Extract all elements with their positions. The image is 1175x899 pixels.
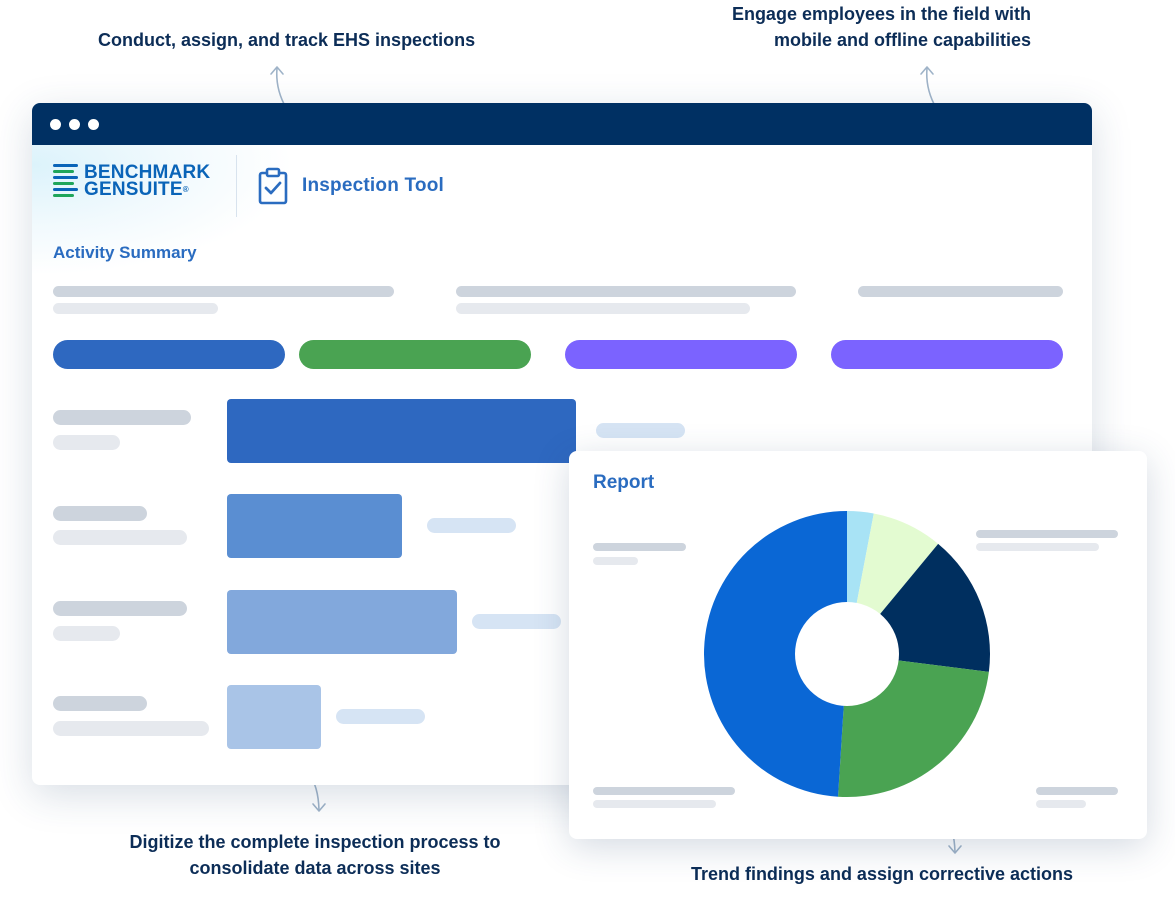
report-placeholder-right-title <box>976 530 1118 538</box>
row-3-sublabel <box>53 626 120 641</box>
activity-bar-1[interactable] <box>227 399 576 463</box>
header-divider <box>236 155 237 217</box>
status-pill-2[interactable] <box>299 340 531 369</box>
registered-mark: ® <box>182 185 189 194</box>
logo-line-1: BENCHMARK <box>84 162 211 183</box>
row-4-value <box>336 709 425 724</box>
tool-name: Inspection Tool <box>302 175 444 196</box>
caption-trend-findings: Trend findings and assign corrective act… <box>690 864 1074 884</box>
row-3-label <box>53 601 187 616</box>
summary-placeholder-3-title <box>858 286 1063 297</box>
report-donut-chart <box>704 511 990 797</box>
arrow-up-right-icon <box>920 66 935 105</box>
window-maximize-dot[interactable] <box>88 118 99 130</box>
report-placeholder-bl-sub <box>593 800 716 808</box>
activity-bar-2[interactable] <box>227 494 402 558</box>
row-4-label <box>53 696 147 711</box>
arrow-up-left-icon <box>270 66 285 105</box>
app-header: BENCHMARK GENSUITE® Inspection Tool <box>32 145 1092 285</box>
activity-summary-title: Activity Summary <box>53 243 197 262</box>
summary-placeholder-1-sub <box>53 303 218 314</box>
benchmark-gensuite-logo[interactable]: BENCHMARK GENSUITE® <box>53 162 211 200</box>
row-2-value <box>427 518 516 533</box>
status-pill-1[interactable] <box>53 340 285 369</box>
row-1-value <box>596 423 685 438</box>
status-pill-4[interactable] <box>831 340 1063 369</box>
report-placeholder-bl-title <box>593 787 735 795</box>
logo-mark-icon <box>53 164 78 198</box>
row-3-value <box>472 614 561 629</box>
logo-line-2: GENSUITE <box>84 179 183 200</box>
report-card: Report <box>569 451 1147 839</box>
donut-slice-5[interactable] <box>704 511 847 797</box>
report-placeholder-right-sub <box>976 543 1099 551</box>
window-titlebar <box>32 103 1092 145</box>
caption-conduct-inspections: Conduct, assign, and track EHS inspectio… <box>98 30 476 50</box>
activity-bar-4[interactable] <box>227 685 321 749</box>
report-placeholder-left-sub <box>593 557 638 565</box>
summary-placeholder-2-title <box>456 286 796 297</box>
clipboard-check-icon <box>258 167 288 205</box>
row-2-label <box>53 506 147 521</box>
window-minimize-dot[interactable] <box>69 118 80 130</box>
row-2-sublabel <box>53 530 187 545</box>
window-close-dot[interactable] <box>50 118 61 130</box>
row-4-sublabel <box>53 721 209 736</box>
row-1-sublabel <box>53 435 120 450</box>
browser-window: BENCHMARK GENSUITE® Inspection Tool Acti… <box>32 103 1092 785</box>
activity-bar-3[interactable] <box>227 590 457 654</box>
report-title: Report <box>593 472 655 493</box>
report-placeholder-br-title <box>1036 787 1118 795</box>
report-placeholder-br-sub <box>1036 800 1086 808</box>
row-1-label <box>53 410 191 425</box>
caption-digitize-process: Digitize the complete inspection process… <box>129 832 501 878</box>
caption-mobile-offline: Engage employees in the field with mobil… <box>731 4 1031 50</box>
donut-hole <box>795 602 899 706</box>
summary-placeholder-1-title <box>53 286 394 297</box>
status-pill-3[interactable] <box>565 340 797 369</box>
logo-wordmark: BENCHMARK GENSUITE® <box>84 162 211 200</box>
report-placeholder-left-title <box>593 543 686 551</box>
summary-placeholder-2-sub <box>456 303 750 314</box>
